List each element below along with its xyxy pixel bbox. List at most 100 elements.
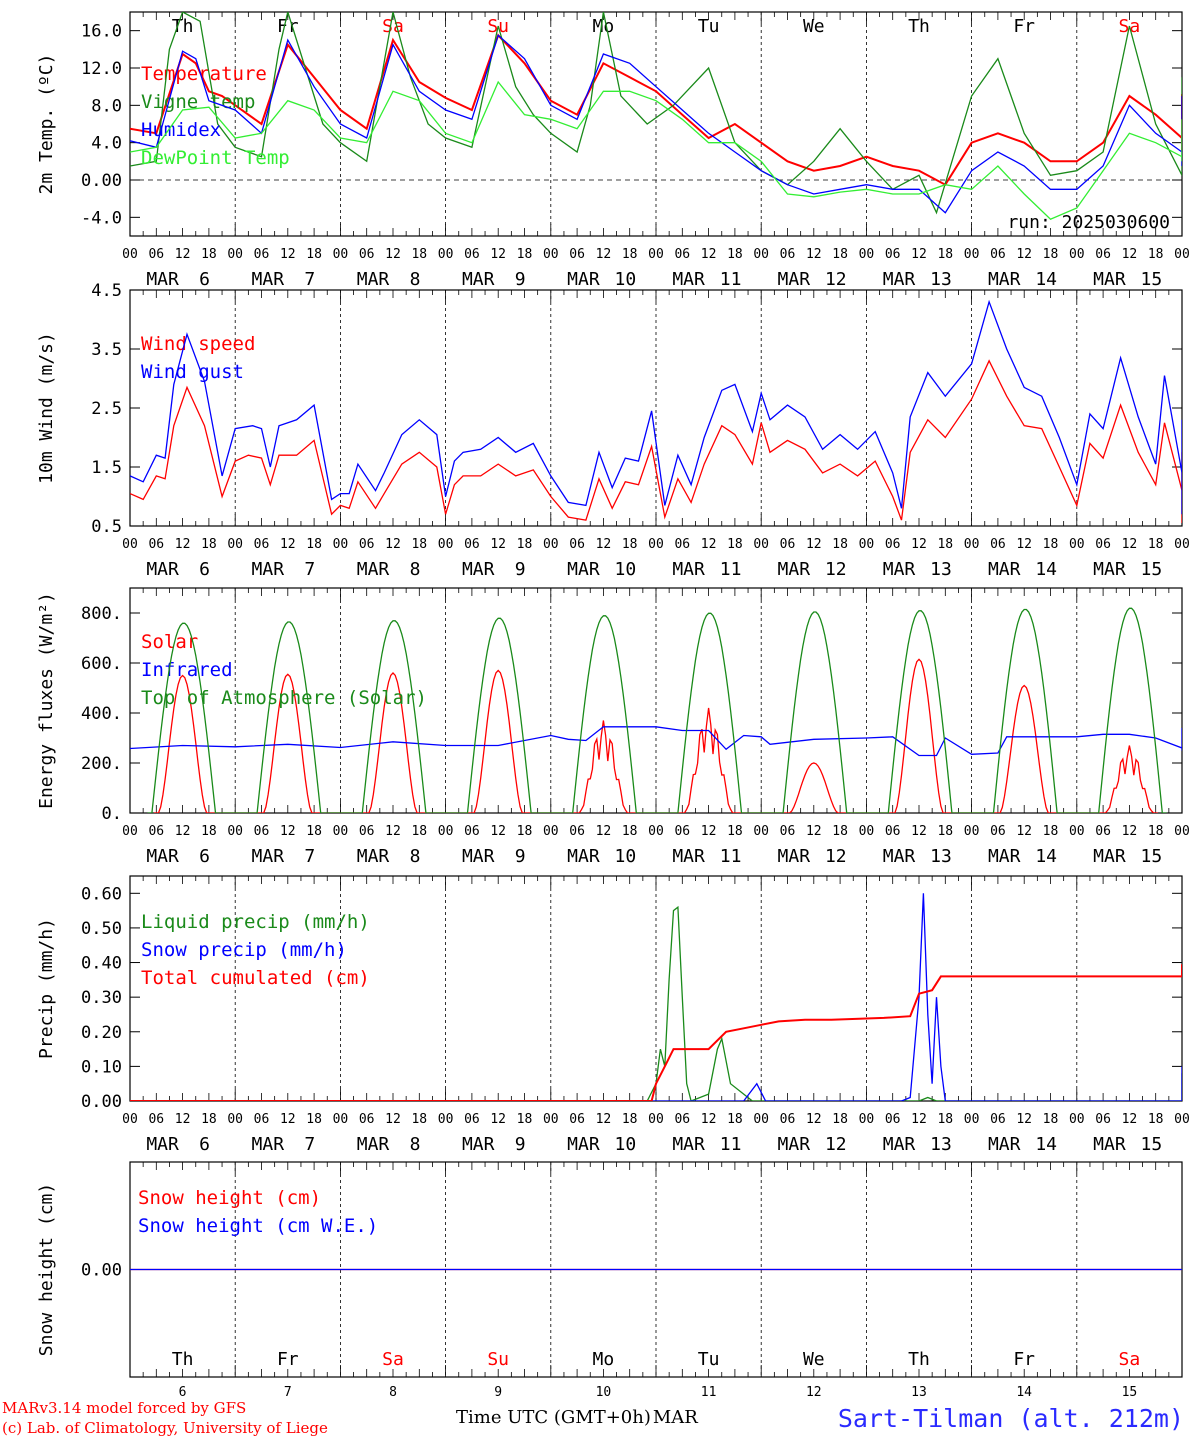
- x-hour-label: 00: [543, 537, 559, 552]
- x-hour-label: 06: [464, 537, 480, 552]
- x-hour-label: 00: [333, 247, 349, 262]
- x-month-label: MAR: [778, 269, 811, 290]
- x-month-label: MAR: [567, 1134, 600, 1155]
- x-hour-label: 12: [280, 1112, 296, 1127]
- x-hour-label: 18: [517, 1112, 533, 1127]
- x-hour-label: 00: [648, 247, 664, 262]
- x-hour-label: 00: [1174, 247, 1190, 262]
- x-hour-label: 06: [254, 824, 270, 839]
- x-day-label: 7: [304, 559, 315, 580]
- x-day-number: 11: [701, 1385, 717, 1400]
- x-hour-label: 00: [438, 247, 454, 262]
- x-day-label: 8: [410, 269, 421, 290]
- x-day-label: 12: [825, 559, 847, 580]
- x-hour-label: 12: [385, 1112, 401, 1127]
- x-month-label: MAR: [252, 846, 285, 867]
- x-hour-label: 00: [438, 1112, 454, 1127]
- x-month-label: MAR: [988, 1134, 1021, 1155]
- y-axis-label: 2m Temp. (ºC): [36, 54, 57, 195]
- x-hour-label: 00: [543, 247, 559, 262]
- weekday-label: Sa: [382, 16, 404, 37]
- x-hour-label: 18: [517, 824, 533, 839]
- x-hour-label: 18: [517, 537, 533, 552]
- weekday-label: Su: [487, 1349, 509, 1370]
- x-hour-label: 12: [490, 824, 506, 839]
- x-month-label: MAR: [672, 559, 705, 580]
- x-hour-label: 12: [806, 537, 822, 552]
- weekday-label: Mo: [593, 16, 615, 37]
- y-tick-label: 0.00: [81, 1092, 122, 1112]
- x-hour-label: 06: [674, 247, 690, 262]
- y-axis-label: Precip (mm/h): [36, 918, 57, 1059]
- x-day-label: 15: [1141, 846, 1163, 867]
- x-hour-label: 12: [1122, 1112, 1138, 1127]
- x-day-label: 14: [1035, 846, 1057, 867]
- x-day-label: 7: [304, 846, 315, 867]
- panel-2: 4.5 3.5 2.5 1.5 0.5 10m Wind (m/s) 00 06 12 18 MAR…: [36, 281, 1190, 580]
- x-hour-label: 00: [1069, 537, 1085, 552]
- x-hour-label: 18: [411, 824, 427, 839]
- x-hour-label: 00: [859, 537, 875, 552]
- x-day-label: 8: [410, 846, 421, 867]
- x-hour-label: 18: [201, 537, 217, 552]
- x-month-label: MAR: [567, 559, 600, 580]
- x-hour-label: 06: [254, 247, 270, 262]
- x-day-label: 6: [199, 269, 210, 290]
- series-line-2: [130, 726, 1182, 757]
- x-day-label: 14: [1035, 269, 1057, 290]
- series-line-1: [130, 33, 1182, 187]
- y-axis-label: 10m Wind (m/s): [36, 332, 57, 484]
- x-hour-label: 00: [753, 1112, 769, 1127]
- series-line-2: [130, 893, 1182, 1101]
- x-hour-label: 18: [306, 824, 322, 839]
- x-hour-label: 00: [964, 247, 980, 262]
- x-hour-label: 18: [411, 537, 427, 552]
- panel-4: 0.60 0.50 0.40 0.30 0.20 0.10 0.00 Precip (mm/h…: [36, 875, 1190, 1155]
- x-day-label: 8: [410, 1134, 421, 1155]
- x-day-label: 6: [199, 1134, 210, 1155]
- x-day-label: 9: [515, 559, 526, 580]
- panel-1: 16.0 12.0 8.0 4.0 0.00 -4.0 2m Temp. (ºC) 00 06 1…: [36, 11, 1190, 290]
- x-hour-label: 06: [254, 1112, 270, 1127]
- weekday-label: We: [803, 1349, 825, 1370]
- y-tick-label: 600.: [81, 654, 122, 674]
- series-line-1: [130, 359, 1182, 523]
- x-axis-title: Time UTC (GMT+0h) MAR: [456, 1407, 698, 1428]
- x-day-label: 11: [720, 269, 742, 290]
- x-month-label: MAR: [883, 559, 916, 580]
- x-hour-label: 12: [596, 247, 612, 262]
- x-day-label: 6: [199, 846, 210, 867]
- x-hour-label: 18: [1148, 824, 1164, 839]
- x-hour-label: 06: [990, 247, 1006, 262]
- x-hour-label: 12: [1122, 537, 1138, 552]
- x-month-label: MAR: [462, 846, 495, 867]
- y-tick-label: 16.0: [81, 22, 122, 42]
- x-hour-label: 12: [806, 1112, 822, 1127]
- x-hour-label: 00: [648, 537, 664, 552]
- x-hour-label: 12: [490, 247, 506, 262]
- x-hour-label: 06: [359, 1112, 375, 1127]
- x-hour-label: 00: [964, 537, 980, 552]
- x-day-label: 15: [1141, 559, 1163, 580]
- x-hour-label: 12: [1016, 1112, 1032, 1127]
- x-month-label: MAR: [1093, 846, 1126, 867]
- legend-entry: Wind speed: [141, 333, 255, 355]
- x-hour-label: 18: [1043, 247, 1059, 262]
- x-hour-label: 12: [385, 824, 401, 839]
- x-hour-label: 18: [201, 824, 217, 839]
- x-month-label: MAR: [778, 559, 811, 580]
- x-day-label: 11: [720, 1134, 742, 1155]
- x-month-label: MAR: [462, 269, 495, 290]
- x-axis-title-text: Time UTC (GMT+0h): [456, 1407, 651, 1428]
- x-hour-label: 12: [596, 1112, 612, 1127]
- y-tick-label: 0.00: [81, 171, 122, 191]
- legend-entry: Vigne temp: [141, 91, 255, 113]
- x-hour-label: 06: [569, 247, 585, 262]
- x-hour-label: 18: [201, 247, 217, 262]
- x-hour-label: 00: [753, 537, 769, 552]
- x-hour-label: 18: [411, 1112, 427, 1127]
- legend-entry: Solar: [141, 631, 198, 653]
- x-hour-label: 12: [1122, 824, 1138, 839]
- x-hour-label: 00: [859, 247, 875, 262]
- legend-entry: Top of Atmosphere (Solar): [141, 687, 427, 709]
